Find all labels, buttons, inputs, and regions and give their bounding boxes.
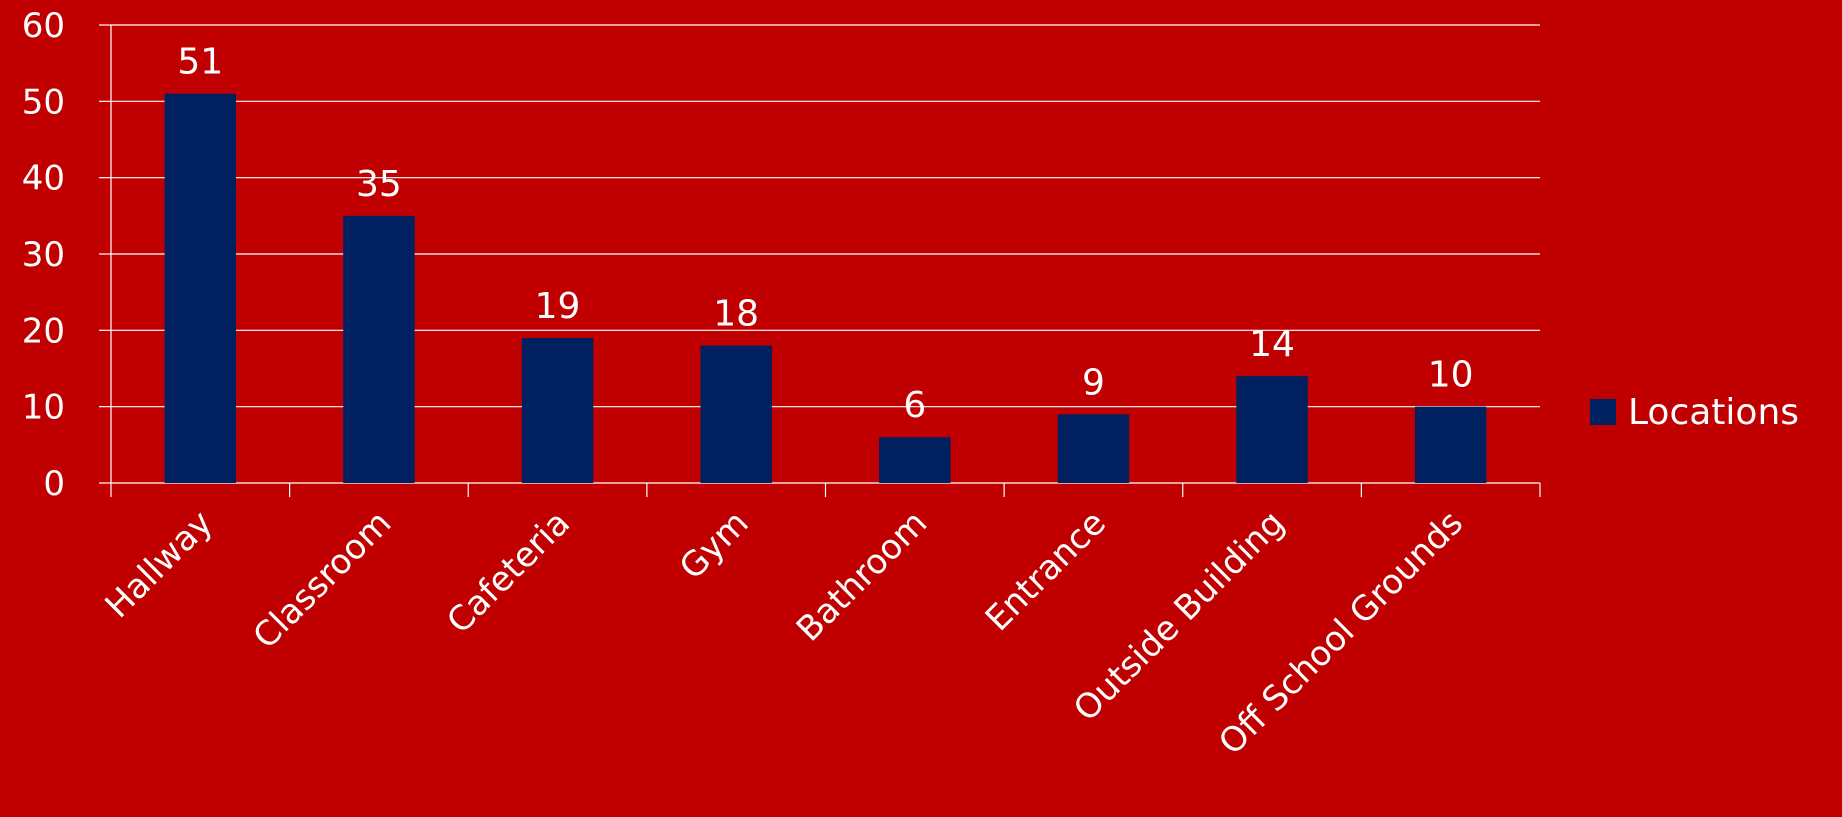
data-label: 19 xyxy=(535,286,581,327)
x-tick-label: Bathroom xyxy=(789,503,935,649)
bar-bathroom xyxy=(879,437,951,483)
bar-hallway xyxy=(164,93,237,483)
legend-swatch xyxy=(1590,399,1616,425)
x-tick-label: Hallway xyxy=(98,503,221,626)
bar-outside-building xyxy=(1236,376,1308,483)
data-label: 10 xyxy=(1428,355,1474,396)
x-tick-label: Entrance xyxy=(978,503,1114,639)
legend-label-locations: Locations xyxy=(1628,392,1799,433)
x-tick-label: Classroom xyxy=(246,503,400,657)
data-label: 9 xyxy=(1082,362,1105,403)
legend: Locations xyxy=(1590,392,1799,433)
y-axis-tick-labels: 0 10 20 30 40 50 60 xyxy=(22,6,65,504)
y-tick-label: 30 xyxy=(22,235,65,275)
data-labels: 51 35 19 18 6 9 14 10 xyxy=(177,42,1473,427)
data-label: 51 xyxy=(177,42,223,83)
axes xyxy=(99,24,1541,497)
data-label: 18 xyxy=(713,294,759,335)
bar-off-school-grounds xyxy=(1414,406,1487,483)
x-tick-label: Cafeteria xyxy=(439,503,578,642)
y-tick-label: 50 xyxy=(22,82,65,122)
gridlines xyxy=(111,24,1540,484)
data-label: 14 xyxy=(1249,324,1295,365)
bar-gym xyxy=(700,345,772,483)
bar-entrance xyxy=(1057,414,1130,483)
y-tick-label: 20 xyxy=(22,311,65,351)
x-axis-tick-labels: Hallway Classroom Cafeteria Gym Bathroom Entr… xyxy=(98,503,1471,763)
x-tick-label: Gym xyxy=(672,503,757,588)
y-tick-label: 10 xyxy=(22,388,65,428)
data-label: 6 xyxy=(903,385,926,426)
y-tick-label: 0 xyxy=(43,464,65,504)
y-tick-label: 60 xyxy=(22,6,65,46)
y-tick-label: 40 xyxy=(22,159,65,199)
bar-cafeteria xyxy=(521,337,594,483)
bar-classroom xyxy=(343,215,415,484)
bars xyxy=(164,93,1487,484)
data-label: 35 xyxy=(356,164,402,205)
